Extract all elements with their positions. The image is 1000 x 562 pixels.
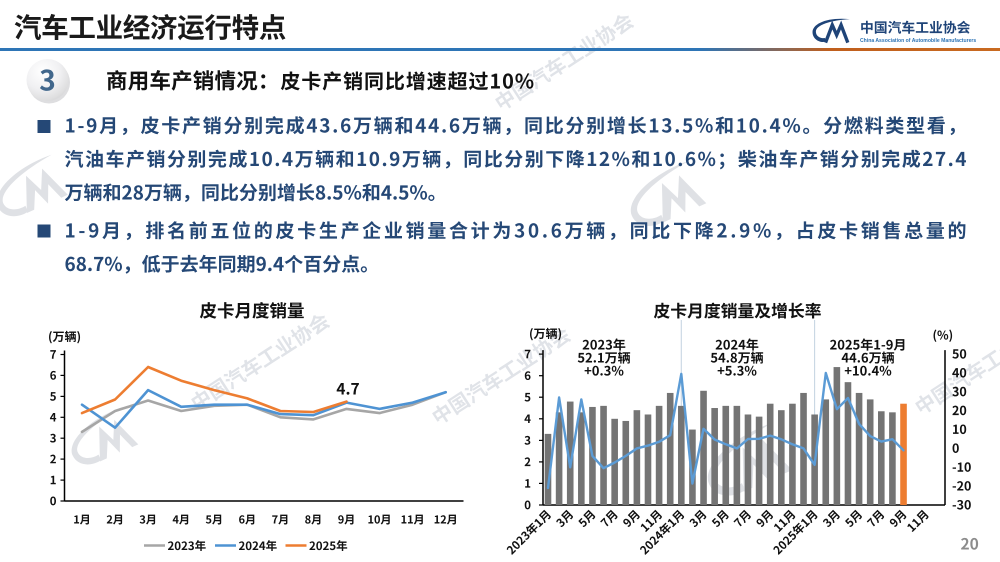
svg-text:China Association of Automobil: China Association of Automobile Manufact… <box>860 38 976 44</box>
